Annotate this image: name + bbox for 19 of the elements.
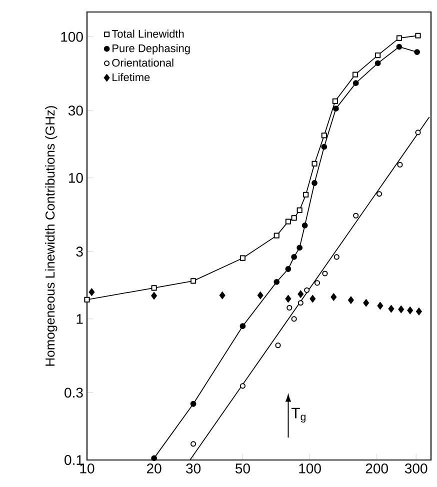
y-tick-label: 10 [68, 172, 83, 183]
legend-label: Pure Dephasing [112, 44, 190, 54]
y-tick-label: 3 [76, 246, 83, 257]
annotation: T$_{g}$ [291, 408, 306, 423]
y-axis-title: Homogeneous Linewidth Contributions (GHz) [45, 106, 58, 366]
legend-label: Lifetime [112, 73, 150, 82]
x-tick-label: 100 [299, 464, 321, 474]
legend-label: Total Linewidth [112, 30, 184, 38]
x-tick-label: 200 [366, 464, 388, 474]
y-tick-label: 0.3 [64, 388, 83, 398]
y-tick-label: 30 [68, 106, 83, 116]
x-tick-label: 30 [186, 464, 201, 474]
x-tick-label: 300 [404, 464, 428, 474]
y-tick-label: 100 [61, 32, 83, 42]
x-tick-label: 50 [236, 464, 250, 474]
legend-label: Orientational [112, 58, 174, 67]
y-tick-label: 1 [76, 314, 83, 324]
y-tick-label: 0.1 [64, 455, 83, 465]
x-tick-label: 20 [146, 464, 162, 474]
